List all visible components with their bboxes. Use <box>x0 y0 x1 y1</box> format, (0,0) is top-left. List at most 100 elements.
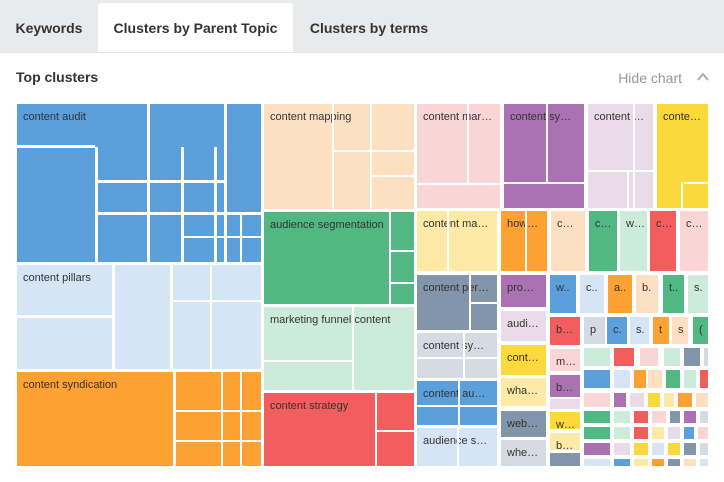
treemap-small-cell[interactable] <box>700 459 708 466</box>
treemap-small-cell[interactable] <box>634 411 648 423</box>
treemap-small-cell[interactable] <box>614 411 630 423</box>
treemap-cell[interactable]: content strategy <box>264 393 414 466</box>
treemap-small-cell[interactable] <box>696 393 708 407</box>
treemap-small-cell[interactable] <box>652 459 664 466</box>
treemap-cell[interactable]: whe… <box>501 440 546 466</box>
treemap-cell[interactable]: w… <box>550 412 580 429</box>
treemap-cell[interactable]: c… <box>680 211 708 271</box>
treemap-small-cell[interactable] <box>684 459 696 466</box>
treemap-cell[interactable]: marketing funnel content <box>264 307 414 390</box>
treemap-small-cell[interactable] <box>684 411 696 423</box>
treemap-cell[interactable]: content sy… <box>417 333 497 378</box>
treemap-small-cell[interactable] <box>684 348 700 366</box>
treemap-small-cell[interactable] <box>614 393 626 407</box>
treemap-cell[interactable]: content au… <box>417 381 497 425</box>
treemap-small-cell[interactable] <box>704 348 708 366</box>
tab-clusters-by-terms[interactable]: Clusters by terms <box>309 20 429 36</box>
treemap-small-cell[interactable] <box>684 427 694 439</box>
treemap-small-cell[interactable] <box>652 411 666 423</box>
treemap-small-cell[interactable] <box>630 393 644 407</box>
treemap-small-cell[interactable] <box>666 370 680 388</box>
treemap-cell[interactable]: audi… <box>501 311 546 341</box>
treemap-small-cell[interactable] <box>584 393 610 407</box>
treemap-cell[interactable]: c. <box>607 317 627 344</box>
treemap-cell[interactable]: b… <box>550 433 580 450</box>
treemap-small-cell[interactable] <box>664 348 680 366</box>
treemap-cell[interactable] <box>550 453 580 466</box>
treemap-cell[interactable]: b… <box>550 375 580 397</box>
treemap-cell[interactable]: content mapping <box>264 104 414 209</box>
treemap-cell[interactable]: wha… <box>501 378 546 406</box>
treemap-small-cell[interactable] <box>670 411 680 423</box>
treemap-cell[interactable]: pro… <box>501 275 546 307</box>
treemap-cell[interactable]: s. <box>688 275 708 313</box>
treemap-small-cell[interactable] <box>684 443 696 455</box>
treemap-small-cell[interactable] <box>614 348 634 366</box>
treemap-cell[interactable]: c… <box>550 399 580 409</box>
treemap-cell[interactable]: content … <box>588 104 653 208</box>
treemap-cell[interactable]: how… <box>501 211 547 271</box>
treemap-small-cell[interactable] <box>678 393 692 407</box>
treemap-small-cell[interactable] <box>634 459 648 466</box>
treemap-cell[interactable]: content sy… <box>504 104 584 208</box>
treemap-cell[interactable]: content ma… <box>417 211 497 271</box>
treemap-small-cell[interactable] <box>584 411 610 423</box>
treemap-cell[interactable]: t.. <box>663 275 684 313</box>
treemap-cell[interactable]: w.. <box>550 275 576 313</box>
treemap-small-cell[interactable] <box>584 427 610 439</box>
treemap-small-cell[interactable] <box>614 443 630 455</box>
tab-keywords[interactable]: Keywords <box>15 20 83 36</box>
treemap-cell[interactable]: s <box>672 317 688 344</box>
treemap-small-cell[interactable] <box>668 427 680 439</box>
hide-chart-button[interactable]: Hide chart <box>618 70 682 86</box>
treemap-small-cell[interactable] <box>614 427 630 439</box>
chevron-up-icon[interactable] <box>696 70 710 84</box>
treemap-small-cell[interactable] <box>584 443 610 455</box>
treemap-small-cell[interactable] <box>700 370 708 388</box>
treemap-cell[interactable]: s. <box>630 317 649 344</box>
treemap-small-cell[interactable] <box>648 370 662 388</box>
treemap-small-cell[interactable] <box>584 348 610 366</box>
treemap-cell[interactable]: c… <box>650 211 676 271</box>
treemap-cell[interactable]: a.. <box>608 275 632 313</box>
treemap-small-cell[interactable] <box>700 411 708 423</box>
treemap-cell[interactable]: w… <box>620 211 647 271</box>
treemap-small-cell[interactable] <box>652 427 664 439</box>
treemap-cell[interactable]: b. <box>636 275 658 313</box>
treemap-cell[interactable]: cont… <box>501 345 546 375</box>
cell-divider <box>112 265 115 369</box>
treemap-small-cell[interactable] <box>614 370 630 388</box>
treemap-cell[interactable]: web… <box>501 411 546 437</box>
treemap-cell[interactable]: m… <box>550 349 580 371</box>
treemap-cell[interactable]: b… <box>550 317 580 345</box>
treemap-cell[interactable]: content syndication <box>17 372 261 466</box>
cell-divider <box>447 211 449 271</box>
treemap-cell[interactable]: content audit <box>17 104 261 262</box>
treemap-cell[interactable]: c… <box>551 211 585 271</box>
treemap-cell[interactable]: p <box>584 317 605 344</box>
treemap-cell[interactable]: content mar… <box>417 104 500 208</box>
treemap-small-cell[interactable] <box>664 393 674 407</box>
treemap-small-cell[interactable] <box>640 348 658 366</box>
cell-label: s <box>678 324 684 336</box>
treemap-small-cell[interactable] <box>684 370 696 388</box>
treemap-small-cell[interactable] <box>634 427 648 439</box>
treemap-small-cell[interactable] <box>700 443 708 455</box>
treemap-cell[interactable]: t <box>653 317 669 344</box>
treemap-small-cell[interactable] <box>698 427 708 439</box>
treemap-small-cell[interactable] <box>584 370 610 388</box>
treemap-cell[interactable]: c.. <box>580 275 604 313</box>
treemap-cell[interactable]: c… <box>589 211 617 271</box>
treemap-small-cell[interactable] <box>584 459 610 466</box>
treemap-small-cell[interactable] <box>648 393 660 407</box>
treemap-small-cell[interactable] <box>634 443 648 455</box>
cell-divider <box>240 212 242 262</box>
tab-clusters-by-parent-topic[interactable]: Clusters by Parent Topic <box>98 3 293 52</box>
treemap-small-cell[interactable] <box>668 443 680 455</box>
treemap-cell[interactable]: ( <box>693 317 708 344</box>
treemap-small-cell[interactable] <box>652 443 664 455</box>
treemap-cell[interactable]: audience segmentation <box>264 212 414 304</box>
treemap-small-cell[interactable] <box>614 459 630 466</box>
treemap-small-cell[interactable] <box>634 370 646 388</box>
treemap-small-cell[interactable] <box>668 459 680 466</box>
